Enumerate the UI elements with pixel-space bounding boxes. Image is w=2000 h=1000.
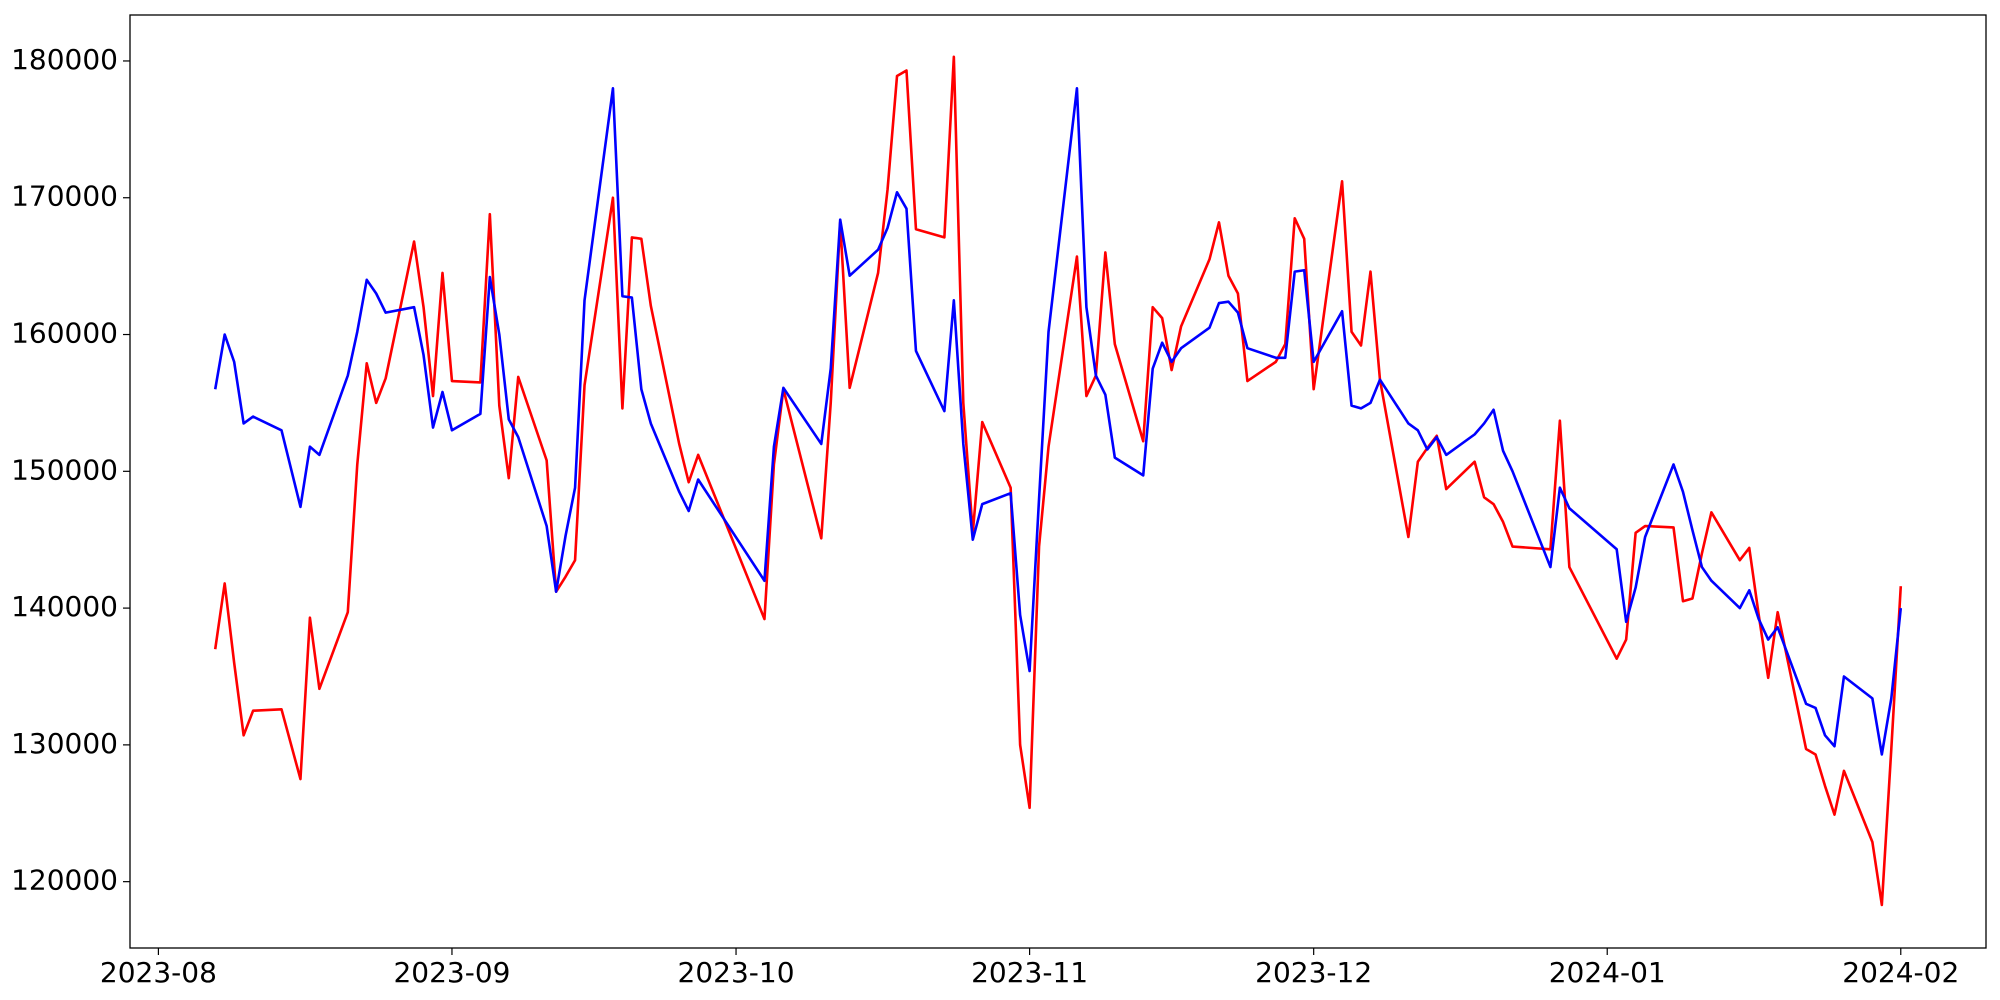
y-tick-label: 120000 <box>11 864 118 897</box>
x-tick-label: 2023-09 <box>393 956 510 989</box>
y-tick-label: 180000 <box>11 43 118 76</box>
x-tick-label: 2023-12 <box>1255 956 1372 989</box>
x-tick-label: 2023-10 <box>678 956 795 989</box>
y-tick-label: 170000 <box>11 180 118 213</box>
x-tick-label: 2023-11 <box>971 956 1088 989</box>
y-tick-label: 140000 <box>11 590 118 623</box>
y-tick-label: 150000 <box>11 453 118 486</box>
series-line <box>213 87 1903 756</box>
x-tick-label: 2024-02 <box>1842 956 1959 989</box>
y-tick-label: 130000 <box>11 727 118 760</box>
y-tick-label: 160000 <box>11 317 118 350</box>
x-tick-label: 2024-01 <box>1549 956 1666 989</box>
x-tick-label: 2023-08 <box>100 956 217 989</box>
plot-frame <box>129 14 1987 949</box>
series-line <box>213 55 1903 907</box>
